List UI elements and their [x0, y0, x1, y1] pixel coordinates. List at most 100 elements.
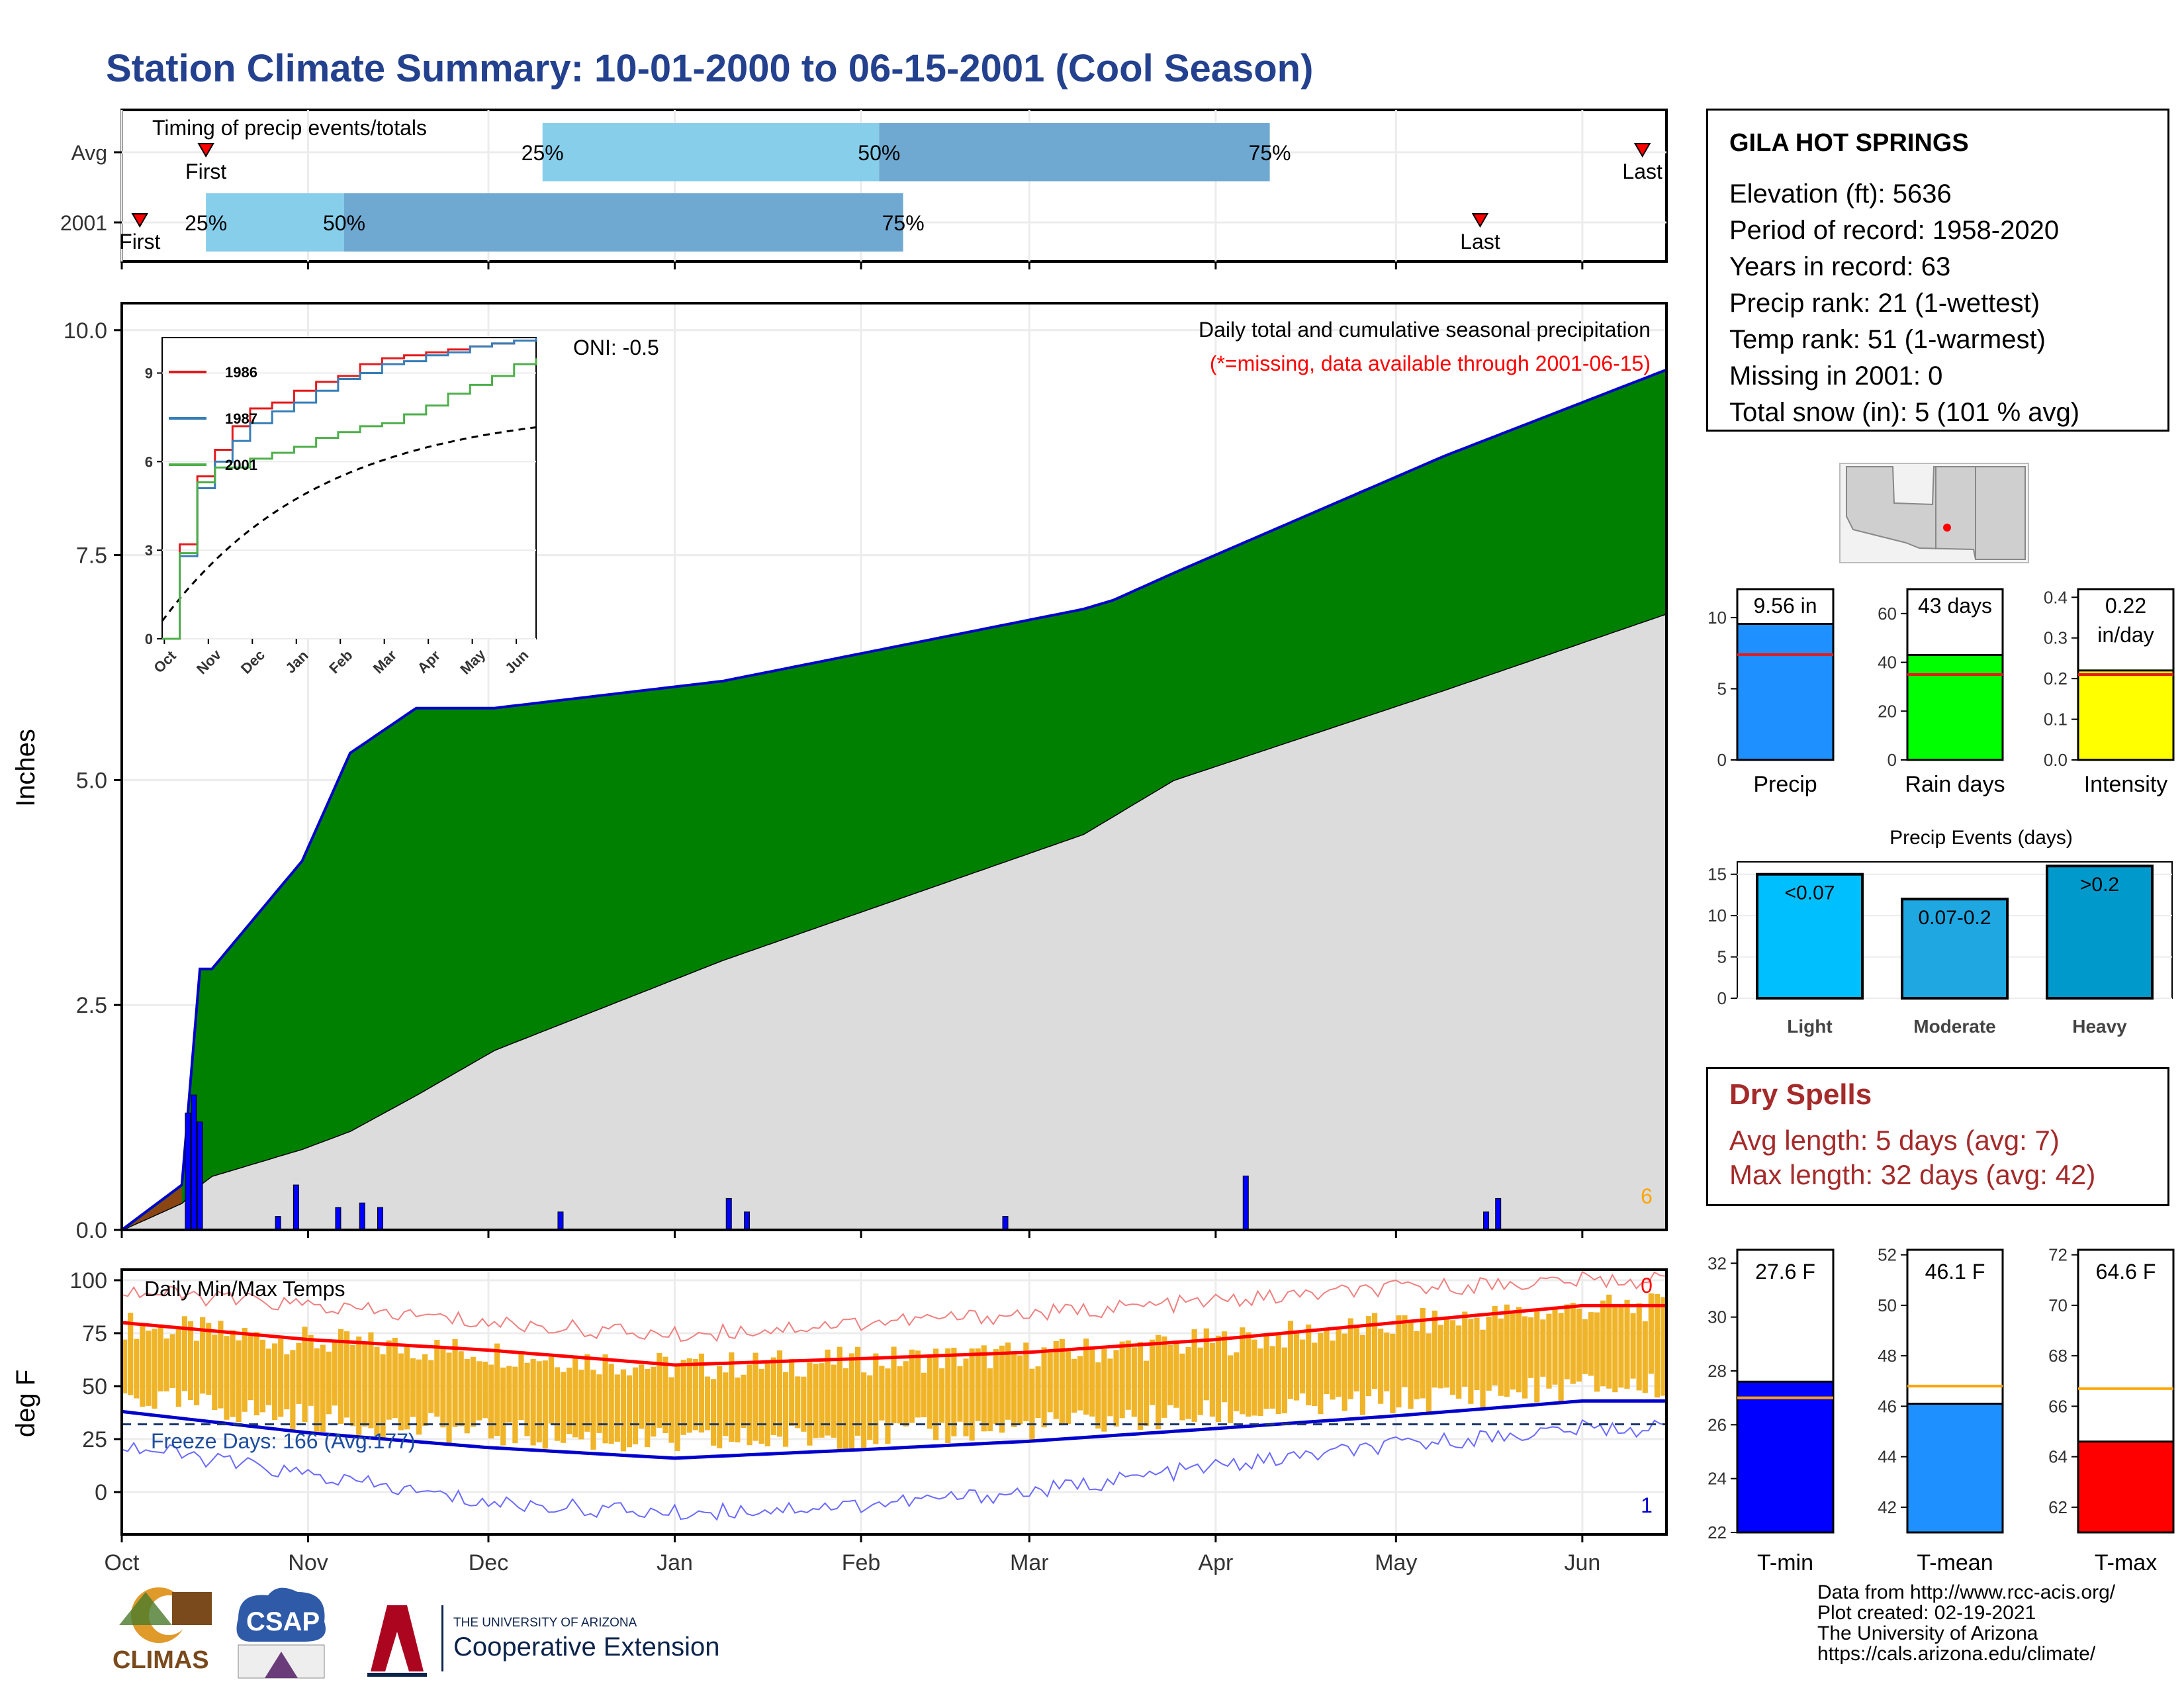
record-low-line: [121, 1419, 1667, 1521]
daily-temp-bar: [747, 1364, 752, 1446]
temp-summary-value-label: 46.1 F: [1925, 1260, 1985, 1284]
precip-title: Daily total and cumulative seasonal prec…: [1199, 318, 1651, 342]
summary-value-bar: [2077, 669, 2175, 761]
daily-temp-bar: [1474, 1317, 1480, 1391]
daily-temp-bar: [1065, 1351, 1071, 1425]
station-years: Years in record: 63: [1729, 252, 1951, 281]
temp-summary-ytick-label: 44: [1878, 1447, 1897, 1467]
daily-temp-bar: [651, 1366, 657, 1437]
daily-temp-bar: [1035, 1366, 1041, 1419]
precip-panel: 0.0 2.5 5.0 7.5 10.0 Inches Daily total and …: [11, 302, 1668, 1243]
daily-temp-bar: [326, 1351, 332, 1415]
summary-value-unit: in/day: [2097, 623, 2154, 647]
daily-temp-bar: [1185, 1346, 1191, 1419]
daily-temp-bar: [1516, 1307, 1522, 1393]
summary-ytick-label: 0.0: [2044, 750, 2068, 770]
daily-temp-bar: [518, 1352, 524, 1421]
daily-temp-bar: [380, 1354, 386, 1439]
daily-temp-bar: [776, 1350, 783, 1437]
quartile-bar-50-75: [344, 193, 903, 252]
daily-temp-bar: [314, 1348, 320, 1432]
summary-ytick-label: 0.1: [2044, 710, 2068, 729]
daily-temp-bar: [1071, 1358, 1077, 1413]
daily-temp-bar: [915, 1350, 921, 1418]
events-bar-range: >0.2: [2080, 874, 2119, 896]
temp-ytick-label: 100: [69, 1268, 107, 1293]
footer-org: The University of Arizona: [1817, 1622, 2038, 1644]
daily-temp-bar: [957, 1366, 963, 1422]
summary-value-label: 43 days: [1918, 594, 1992, 618]
daily-temp-bar: [1600, 1300, 1606, 1387]
daily-temp-bar: [1173, 1340, 1179, 1408]
above-average-area: [122, 369, 1666, 1230]
quartile-bar-25-50: [542, 123, 880, 181]
daily-temp-bar: [933, 1348, 939, 1440]
daily-temp-bar: [146, 1331, 152, 1406]
svg-text:THE UNIVERSITY OF ARIZONA: THE UNIVERSITY OF ARIZONA: [453, 1616, 637, 1630]
daily-precip-bar: [377, 1207, 384, 1231]
daily-temp-bar: [446, 1352, 452, 1444]
daily-temp-bar: [134, 1338, 140, 1399]
station-elevation: Elevation (ft): 5636: [1729, 179, 1952, 209]
daily-temp-bar: [1053, 1340, 1059, 1419]
daily-temp-bar: [1594, 1312, 1600, 1392]
daily-temp-bar: [284, 1354, 290, 1410]
daily-temp-bar: [350, 1344, 356, 1427]
daily-temp-bar: [873, 1353, 879, 1444]
daily-temp-bar: [175, 1328, 181, 1407]
daily-temp-bar: [951, 1347, 957, 1436]
daily-temp-bar: [723, 1372, 729, 1436]
precip-ytick-label: 10.0: [64, 318, 107, 344]
daily-temp-bar: [1263, 1334, 1269, 1409]
quartile-75-label: 75%: [882, 211, 925, 235]
inset-ytick-label: 9: [145, 365, 153, 382]
daily-temp-bar: [975, 1348, 981, 1421]
daily-temp-bar: [735, 1377, 741, 1442]
daily-temp-bar: [921, 1372, 927, 1418]
first-marker-label: First: [185, 160, 226, 183]
inset-average-line: [161, 426, 537, 622]
daily-temp-bar: [1342, 1333, 1347, 1411]
daily-temp-bar: [770, 1357, 776, 1435]
daily-temp-bar: [963, 1358, 969, 1436]
daily-temp-bar: [440, 1348, 446, 1428]
temp-summary-ytick-label: 68: [2048, 1346, 2068, 1366]
daily-temp-bar: [1624, 1299, 1630, 1389]
station-period: Period of record: 1958-2020: [1729, 216, 2060, 245]
daily-temp-bar: [1390, 1333, 1396, 1414]
svg-text:Cooperative Extension: Cooperative Extension: [453, 1632, 719, 1662]
daily-temp-bar: [1504, 1304, 1510, 1397]
daily-temp-bar: [1462, 1311, 1468, 1387]
daily-temp-bar: [1378, 1329, 1384, 1404]
daily-temp-bar: [620, 1369, 626, 1452]
daily-temp-bar: [567, 1368, 572, 1434]
daily-temp-bar: [608, 1364, 614, 1444]
dry-spells-avg: Avg length: 5 days (avg: 7): [1729, 1125, 2060, 1156]
quartile-25-label: 25%: [522, 141, 564, 165]
temp-title: Daily Min/Max Temps: [144, 1277, 345, 1301]
daily-temp-bar: [242, 1328, 248, 1412]
month-label: Jun: [1564, 1550, 1600, 1575]
quartile-50-label: 50%: [323, 211, 365, 235]
daily-temp-bar: [193, 1340, 200, 1405]
daily-temp-bar: [657, 1352, 662, 1428]
page-title: Station Climate Summary: 10-01-2000 to 0…: [106, 47, 1314, 90]
daily-temp-bar: [981, 1345, 987, 1432]
daily-precip-bar: [1002, 1216, 1009, 1231]
daily-temp-bar: [1149, 1339, 1156, 1405]
quartile-bar-25-50: [206, 193, 345, 252]
daily-temp-bar: [1618, 1305, 1624, 1388]
daily-precip-bar: [197, 1121, 203, 1231]
daily-temp-bar: [1017, 1355, 1023, 1425]
daily-temp-bar: [704, 1376, 711, 1430]
daily-precip-bar: [1483, 1211, 1490, 1231]
events-bar-label: Moderate: [1913, 1016, 1995, 1037]
daily-temp-bar: [278, 1338, 284, 1417]
temp-count-bottom: 1: [1641, 1493, 1653, 1517]
daily-temp-bar: [626, 1375, 633, 1448]
quartile-25-label: 25%: [185, 211, 227, 235]
daily-temp-bar: [1630, 1313, 1636, 1379]
daily-temp-bar: [1143, 1360, 1150, 1427]
daily-temp-bar: [1408, 1321, 1414, 1409]
precip-subtitle: (*=missing, data available through 2001-…: [1210, 352, 1651, 375]
